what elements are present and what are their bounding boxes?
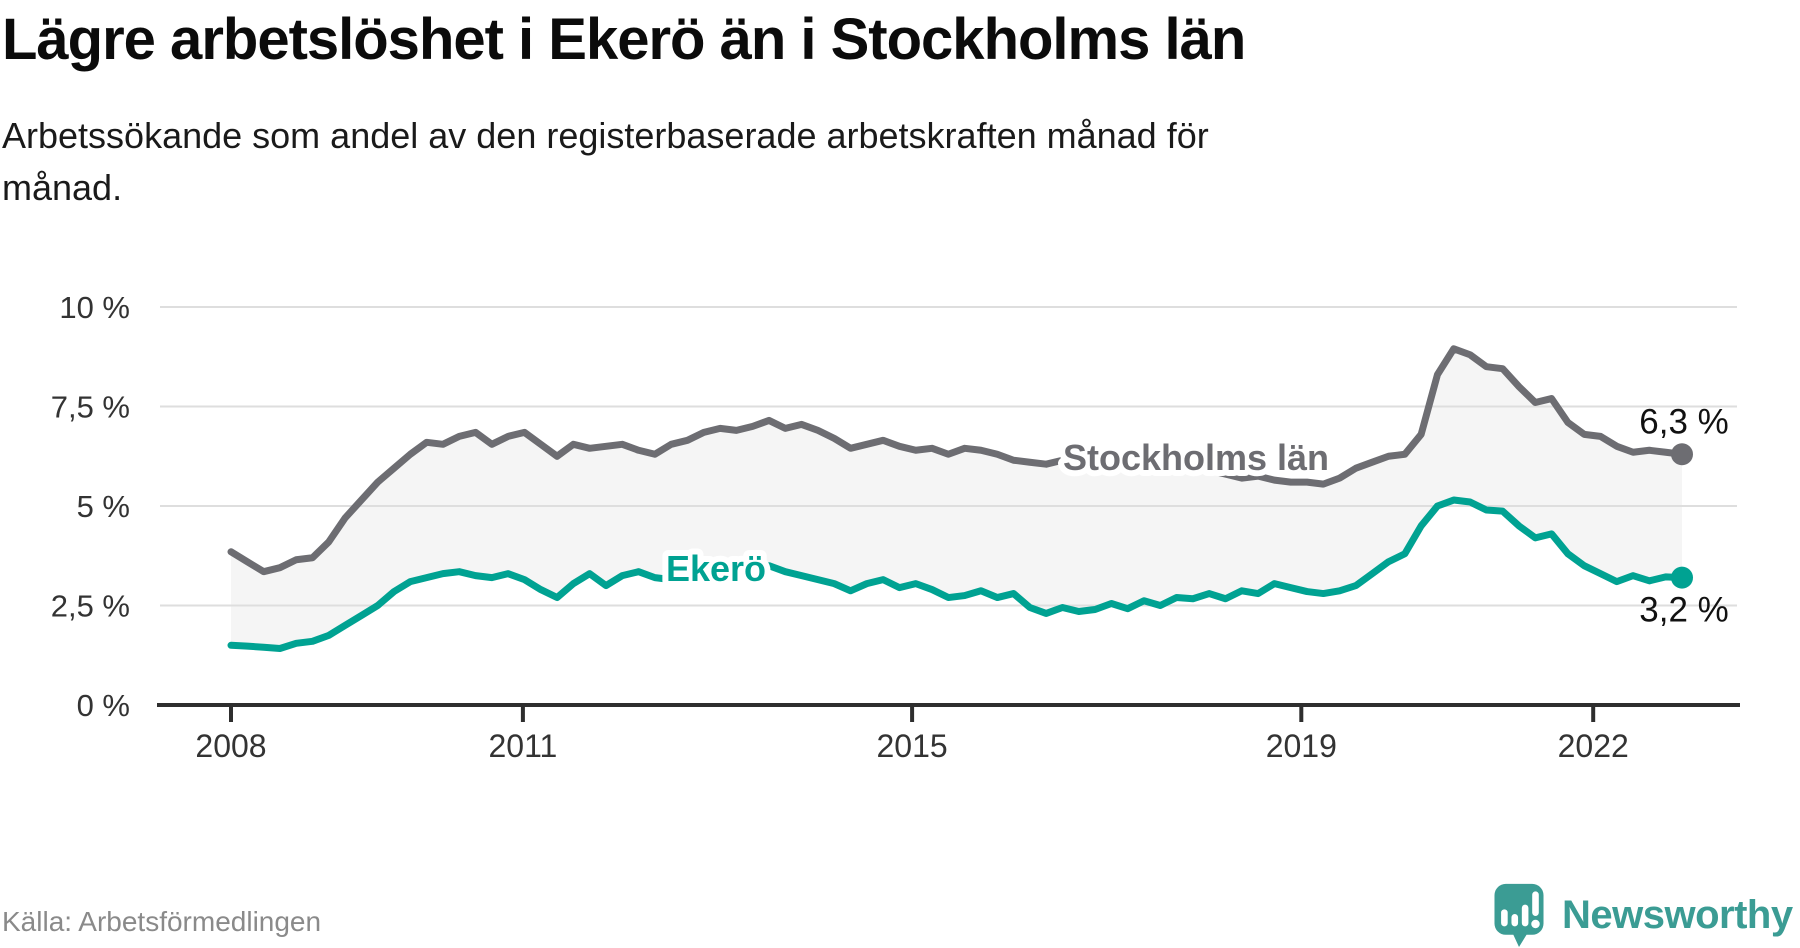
y-tick-label: 0 % [77, 688, 130, 723]
newsworthy-logo-icon [1494, 883, 1544, 948]
newsworthy-brand-name: Newsworthy [1562, 892, 1793, 937]
chart-subtitle: Arbetssökande som andel av den registerb… [2, 110, 1209, 214]
unemployment-line-chart: 10 % 7,5 % 5 % 2,5 % 0 % 2008 2011 2015 2019 2022… [51, 290, 1740, 764]
y-tick-label: 2,5 % [51, 589, 130, 624]
x-tick-label: 2019 [1266, 728, 1337, 764]
y-tick-label: 10 % [59, 290, 130, 325]
x-tick-label: 2015 [877, 728, 948, 764]
chart-title: Lägre arbetslöshet i Ekerö än i Stockhol… [2, 7, 1246, 72]
end-value-label: 6,3 % [1639, 402, 1729, 441]
y-tick-label: 7,5 % [51, 390, 130, 425]
series-label-eker-: Ekerö [666, 548, 766, 589]
newsworthy-brand: Newsworthy [1490, 882, 1793, 948]
series-label-stockholms-l-n: Stockholms län [1063, 437, 1329, 478]
chart-subtitle-line1: Arbetssökande som andel av den registerb… [2, 115, 1209, 156]
source-note: Källa: Arbetsförmedlingen [2, 906, 322, 937]
line-eker- [227, 496, 1686, 652]
x-tick-label: 2011 [488, 728, 557, 764]
end-value-label: 3,2 % [1639, 591, 1729, 630]
y-tick-label: 5 % [77, 489, 130, 524]
x-tick-label: 2008 [195, 728, 266, 764]
chart-subtitle-line2: månad. [2, 167, 123, 209]
end-dot-stockholms-l-n [1671, 443, 1693, 466]
line-stockholms-l-n [227, 345, 1686, 576]
x-tick-label: 2022 [1558, 728, 1629, 764]
end-dot-eker- [1671, 566, 1693, 589]
